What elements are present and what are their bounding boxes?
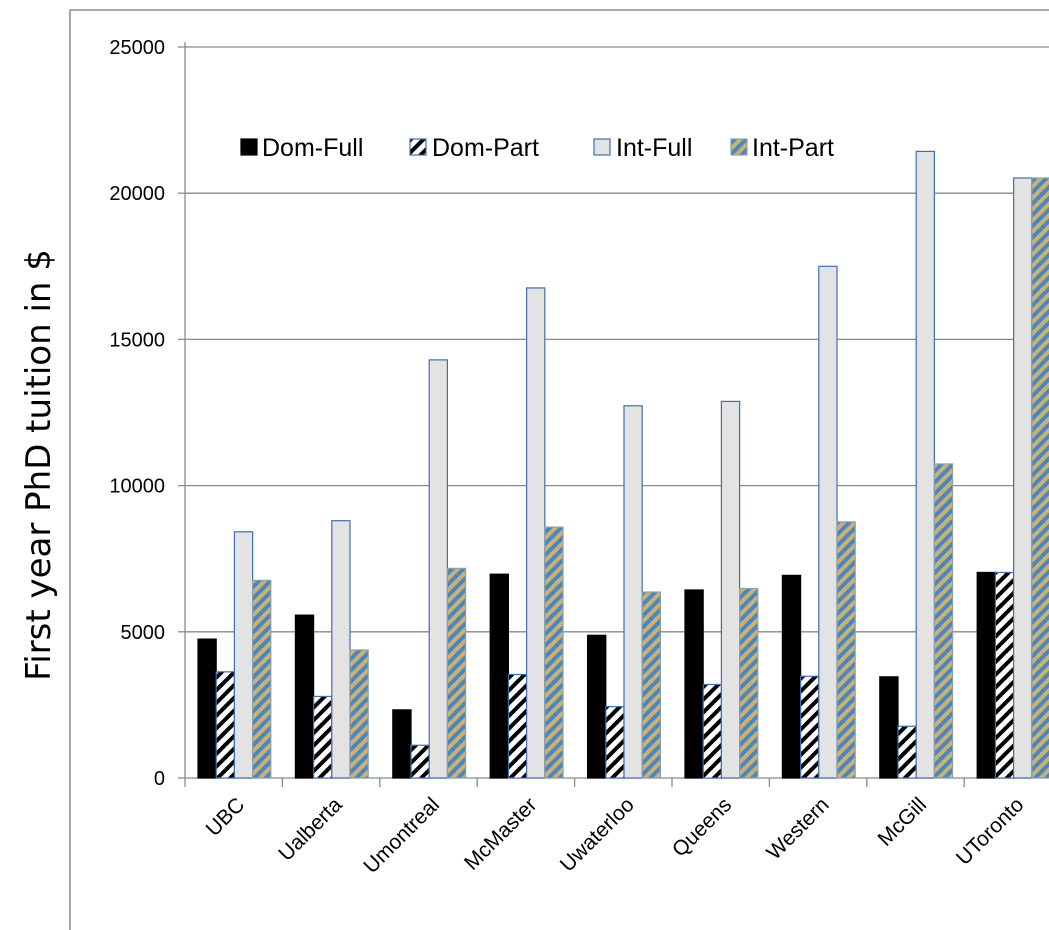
bar-dom-full-mcgill xyxy=(879,676,899,779)
y-tick-label: 20000 xyxy=(109,183,165,205)
bar-int-part-ubc xyxy=(252,579,272,779)
bar-int-part-uwaterloo xyxy=(641,591,662,779)
bar-int-full-mcgill xyxy=(915,150,936,779)
bar-dom-full-umontreal xyxy=(392,709,412,779)
bar-dom-part-mcgill xyxy=(897,725,917,779)
bar-int-part-mcmaster xyxy=(544,526,564,779)
legend-swatch-int-full xyxy=(593,138,611,156)
x-tick-label: Western xyxy=(762,793,833,864)
legend-label-dom-full: Dom-Full xyxy=(262,134,363,162)
bar-dom-full-ualberta xyxy=(294,614,315,779)
legend-swatch-dom-part xyxy=(409,138,427,156)
legend-label-int-part: Int-Part xyxy=(752,134,834,162)
bar-dom-part-utoronto xyxy=(994,571,1015,779)
x-tick-label: McGill xyxy=(874,793,932,851)
y-tick-label: 10000 xyxy=(109,476,165,498)
bar-int-part-utoronto xyxy=(1031,177,1049,779)
x-tick-label: UBC xyxy=(202,793,250,841)
bar-int-full-ualberta xyxy=(331,520,351,779)
bar-int-full-mcmaster xyxy=(525,287,546,779)
bar-dom-full-queens xyxy=(684,589,704,779)
gridlines xyxy=(185,46,1049,633)
legend-swatch-dom-full xyxy=(240,138,258,156)
bar-dom-full-utoronto xyxy=(976,571,997,779)
bar-dom-full-western xyxy=(781,574,802,779)
bar-dom-part-western xyxy=(799,675,820,779)
bars xyxy=(197,150,1049,779)
x-tick-label: Uwaterloo xyxy=(556,793,639,876)
bar-int-full-queens xyxy=(720,400,741,779)
legend-label-int-full: Int-Full xyxy=(616,134,692,162)
y-axis: 0 5000 10000 15000 20000 25000 xyxy=(109,37,186,790)
bar-int-full-umontreal xyxy=(428,359,449,779)
bar-int-full-ubc xyxy=(233,531,254,779)
bar-int-part-umontreal xyxy=(446,567,467,779)
y-tick-label: 5000 xyxy=(121,622,166,644)
bar-dom-full-ubc xyxy=(197,638,217,779)
bar-dom-part-ubc xyxy=(215,671,235,779)
legend-swatch-int-part xyxy=(730,138,748,156)
y-tick-label: 25000 xyxy=(109,37,165,59)
bar-dom-full-uwaterloo xyxy=(586,634,607,779)
legend: Dom-Full Dom-Part Int-Full Int-Part xyxy=(240,134,834,162)
y-tick-label: 0 xyxy=(154,768,165,790)
bar-int-part-ualberta xyxy=(349,649,369,779)
y-axis-label: First year PhD tuition in $ xyxy=(19,249,59,681)
bar-dom-part-uwaterloo xyxy=(605,706,625,779)
x-axis: UBC Ualberta Umontreal McMaster Uwaterloo Que… xyxy=(184,777,1049,878)
bar-int-part-queens xyxy=(738,587,759,779)
x-tick-label: Queens xyxy=(668,793,736,861)
bar-dom-part-ualberta xyxy=(313,695,333,779)
bar-int-full-utoronto xyxy=(1012,177,1033,779)
bar-dom-part-umontreal xyxy=(410,744,430,779)
bar-int-full-western xyxy=(818,265,838,779)
y-tick-label: 15000 xyxy=(109,329,165,351)
bar-dom-part-queens xyxy=(702,683,723,779)
legend-label-dom-part: Dom-Part xyxy=(432,134,539,162)
x-tick-label: McMaster xyxy=(460,793,541,874)
bar-dom-part-mcmaster xyxy=(507,673,528,779)
plot-frame xyxy=(69,9,1049,930)
x-tick-label: Umontreal xyxy=(359,793,444,878)
bar-dom-full-mcmaster xyxy=(489,573,510,779)
bar-int-part-mcgill xyxy=(933,463,954,779)
bar-int-part-western xyxy=(836,521,856,779)
bar-int-full-uwaterloo xyxy=(623,405,643,779)
x-tick-label: Ualberta xyxy=(274,793,347,866)
x-tick-label: UToronto xyxy=(952,793,1029,870)
